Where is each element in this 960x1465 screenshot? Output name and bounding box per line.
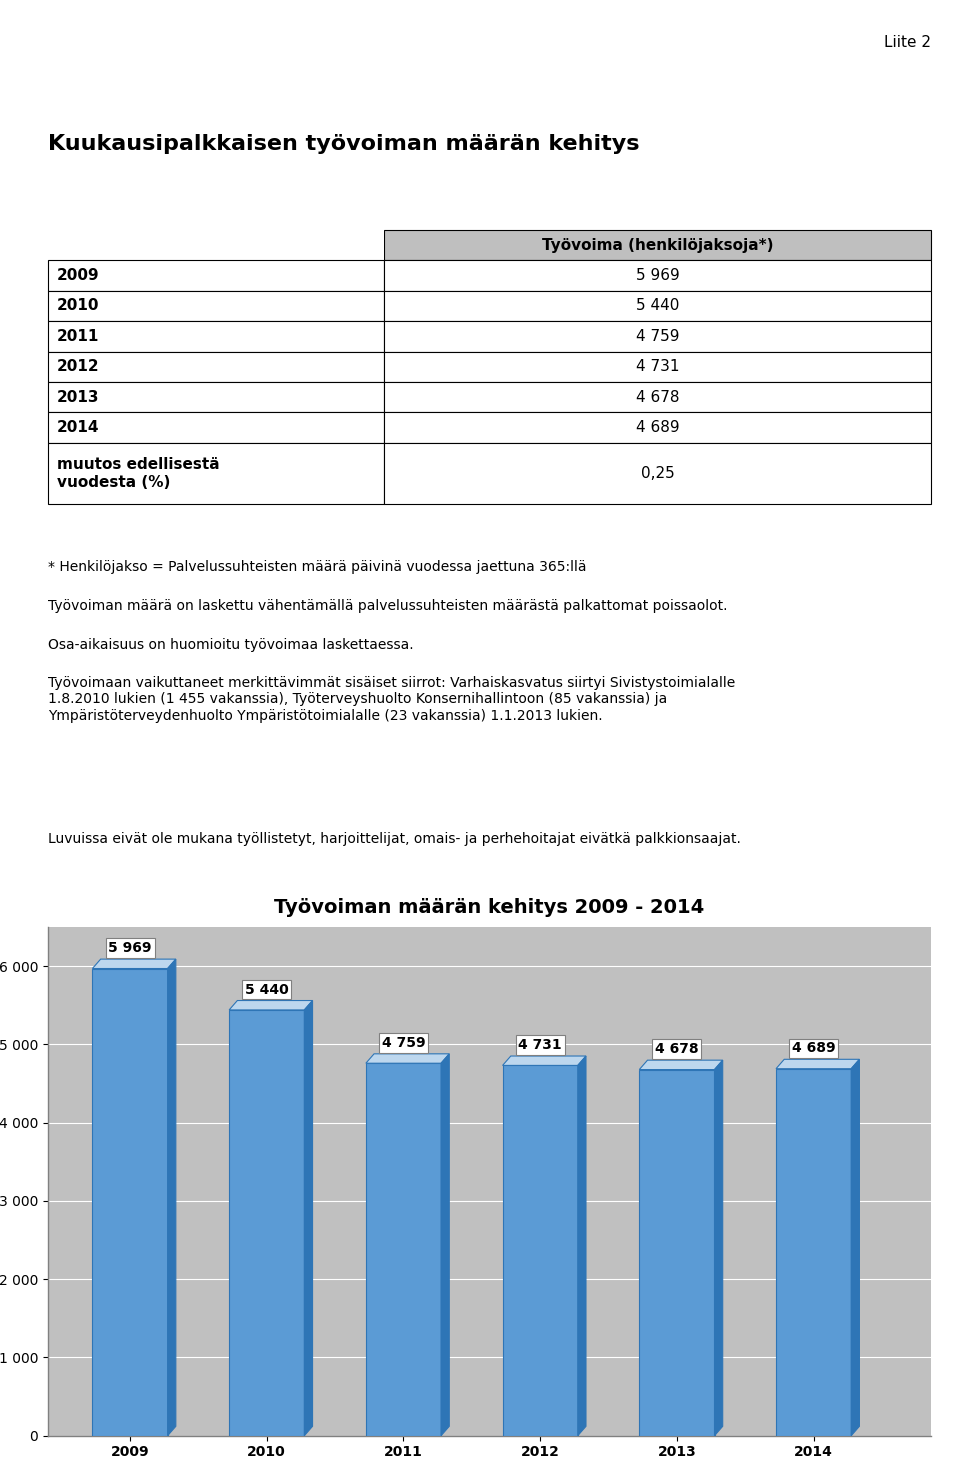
Text: 2010: 2010 — [57, 299, 99, 314]
Text: 4 759: 4 759 — [382, 1036, 425, 1050]
Polygon shape — [714, 1061, 723, 1436]
Text: 4 731: 4 731 — [636, 359, 679, 375]
Bar — [48, 382, 384, 413]
Bar — [48, 261, 384, 290]
Bar — [48, 352, 384, 382]
Polygon shape — [776, 1059, 859, 1068]
Bar — [384, 352, 931, 382]
Bar — [229, 1009, 304, 1436]
Polygon shape — [503, 1056, 586, 1065]
Text: 2011: 2011 — [57, 330, 99, 344]
Bar — [366, 1064, 441, 1436]
Text: 4 731: 4 731 — [518, 1039, 562, 1052]
Polygon shape — [304, 1001, 313, 1436]
Bar — [639, 1069, 714, 1436]
Bar — [48, 413, 384, 442]
Bar — [48, 290, 384, 321]
Text: Työvoimaan vaikuttaneet merkittävimmät sisäiset siirrot: Varhaiskasvatus siirtyi: Työvoimaan vaikuttaneet merkittävimmät s… — [48, 677, 735, 722]
Text: 4 759: 4 759 — [636, 330, 679, 344]
Text: 2014: 2014 — [57, 420, 99, 435]
Text: 2013: 2013 — [57, 390, 99, 404]
Polygon shape — [229, 1001, 313, 1009]
Text: 5 969: 5 969 — [108, 941, 152, 955]
Text: 5 969: 5 969 — [636, 268, 680, 283]
Text: Osa-aikaisuus on huomioitu työvoimaa laskettaessa.: Osa-aikaisuus on huomioitu työvoimaa las… — [48, 637, 414, 652]
Text: 2012: 2012 — [57, 359, 100, 375]
Bar — [92, 968, 168, 1436]
Text: muutos edellisestä
vuodesta (%): muutos edellisestä vuodesta (%) — [57, 457, 220, 489]
Polygon shape — [366, 1053, 449, 1064]
Bar — [384, 413, 931, 442]
Text: Työvoiman määrä on laskettu vähentämällä palvelussuhteisten määrästä palkattomat: Työvoiman määrä on laskettu vähentämällä… — [48, 599, 728, 612]
Text: Liite 2: Liite 2 — [884, 35, 931, 50]
Bar — [48, 321, 384, 352]
Bar — [384, 230, 931, 261]
Bar — [776, 1068, 852, 1436]
Text: 0,25: 0,25 — [640, 466, 674, 481]
Polygon shape — [168, 960, 176, 1436]
Text: 4 678: 4 678 — [655, 1042, 699, 1056]
Text: 5 440: 5 440 — [245, 983, 289, 996]
Polygon shape — [92, 960, 176, 968]
Text: Luvuissa eivät ole mukana työllistetyt, harjoittelijat, omais- ja perhehoitajat : Luvuissa eivät ole mukana työllistetyt, … — [48, 832, 741, 845]
Text: 4 689: 4 689 — [792, 1042, 835, 1055]
Text: Työvoima (henkilöjaksoja*): Työvoima (henkilöjaksoja*) — [541, 237, 773, 252]
Title: Työvoiman määrän kehitys 2009 - 2014: Työvoiman määrän kehitys 2009 - 2014 — [275, 898, 705, 917]
Bar — [384, 442, 931, 504]
Bar — [384, 290, 931, 321]
Text: 4 689: 4 689 — [636, 420, 680, 435]
Bar — [384, 321, 931, 352]
Text: 2009: 2009 — [57, 268, 100, 283]
Bar — [384, 261, 931, 290]
Polygon shape — [441, 1053, 449, 1436]
Bar — [48, 442, 384, 504]
Text: 4 678: 4 678 — [636, 390, 679, 404]
Text: * Henkilöjakso = Palvelussuhteisten määrä päivinä vuodessa jaettuna 365:llä: * Henkilöjakso = Palvelussuhteisten määr… — [48, 560, 587, 574]
Polygon shape — [639, 1061, 723, 1069]
Text: 5 440: 5 440 — [636, 299, 679, 314]
Bar — [503, 1065, 578, 1436]
Polygon shape — [852, 1059, 859, 1436]
Polygon shape — [578, 1056, 586, 1436]
Text: Kuukausipalkkaisen työvoiman määrän kehitys: Kuukausipalkkaisen työvoiman määrän kehi… — [48, 135, 639, 154]
Bar — [48, 230, 384, 261]
Bar — [384, 382, 931, 413]
